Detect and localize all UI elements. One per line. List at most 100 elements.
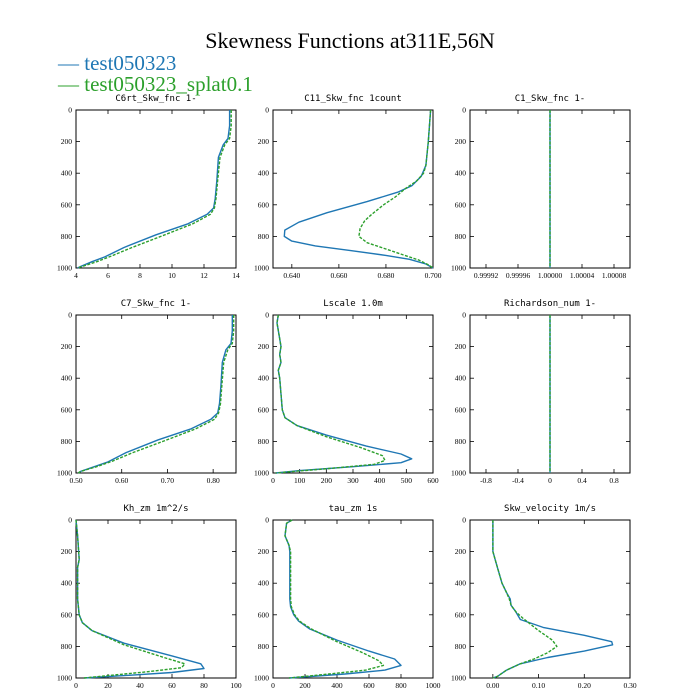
x-tick-label: 80 [200,681,208,690]
y-tick-label: 400 [258,579,270,588]
x-tick-label: 600 [427,476,439,485]
panel-title: Kh_zm 1m^2/s [123,504,188,514]
x-tick-label: 0.50 [69,476,82,485]
series-line-test050323-splat [77,110,232,269]
y-tick-label: 200 [258,342,270,351]
y-tick-label: 0 [462,516,466,525]
y-tick-label: 400 [61,169,73,178]
legend-label: test050323 [84,51,177,75]
x-tick-label: 0.99996 [506,271,531,280]
y-tick-label: 600 [455,200,467,209]
panel-title: C11_Skw_fnc 1count [304,94,402,104]
y-tick-label: 800 [61,437,73,446]
y-tick-label: 0 [265,106,269,115]
series-line-test050323-splat [358,109,434,269]
figure-title: Skewness Functions at311E,56N [205,28,495,53]
x-tick-label: 0.660 [330,271,347,280]
y-tick-label: 600 [258,610,270,619]
series-line-test050323-splat [284,519,385,679]
panel-title: C6rt_Skw_fnc 1- [115,94,196,104]
y-tick-label: 0 [462,106,466,115]
y-tick-label: 1000 [254,469,269,478]
x-tick-label: 200 [299,681,311,690]
panel-title: Skw_velocity 1m/s [504,504,596,514]
plot-frame [75,109,237,269]
y-tick-label: 600 [61,405,73,414]
x-tick-label: 0.640 [283,271,300,280]
legend-entry-test050323-splat: — test050323_splat0.1 [58,72,253,96]
y-tick-label: 600 [61,200,73,209]
y-tick-label: 200 [61,547,73,556]
y-tick-label: 400 [258,169,270,178]
x-tick-label: 400 [331,681,343,690]
y-tick-label: 1000 [451,469,466,478]
x-tick-label: 0.00 [486,681,499,690]
x-tick-label: -0.4 [512,476,524,485]
plot-frame [75,519,237,679]
y-tick-label: 200 [455,547,467,556]
panel-title: Richardson_num 1- [504,299,596,309]
y-tick-label: 1000 [57,264,72,273]
y-tick-label: 800 [455,642,467,651]
x-tick-label: 1000 [426,681,441,690]
x-tick-label: 1.00004 [570,271,595,280]
y-tick-label: 0 [68,311,72,320]
y-tick-label: 800 [258,232,270,241]
panel-3: C7_Skw_fnc 1- 0.50 0.60 0.70 0.80 0 200 400 600 8… [57,299,237,485]
x-tick-label: 1.00000 [538,271,563,280]
legend-label: test050323_splat0.1 [84,72,253,96]
x-tick-label: 200 [321,476,333,485]
x-tick-label: 4 [74,271,78,280]
x-tick-label: 0.4 [577,476,587,485]
plot-frame [469,519,631,679]
y-tick-label: 200 [61,342,73,351]
panel-7: tau_zm 1s0 200 400 600 800 100002004006008001… [254,504,441,690]
x-tick-label: 100 [230,681,242,690]
y-tick-label: 1000 [57,469,72,478]
y-tick-label: 400 [455,579,467,588]
y-tick-label: 1000 [57,674,72,683]
y-tick-label: 200 [61,137,73,146]
series-line-test050323-splat [75,519,186,679]
y-tick-label: 400 [61,374,73,383]
y-tick-label: 1000 [451,264,466,273]
legend-entry-test050323: — test050323 [58,51,177,75]
panel-6: Kh_zm 1m^2/s0 20 40 60 80 1000200400600800100… [57,504,242,690]
x-tick-label: 20 [104,681,112,690]
series-line-test050323 [492,520,614,679]
x-tick-label: 500 [401,476,413,485]
series-line-test050323 [275,314,413,474]
y-tick-label: 600 [258,405,270,414]
y-tick-label: 0 [68,516,72,525]
x-tick-label: 0.680 [378,271,395,280]
x-tick-label: 0.8 [609,476,619,485]
x-tick-label: 0.80 [207,476,220,485]
x-tick-label: 6 [106,271,110,280]
x-tick-label: 0.20 [578,681,591,690]
panel-title: tau_zm 1s [329,504,378,514]
series-line-test050323-splat [77,315,235,474]
series-line-test050323-splat [492,520,558,679]
y-tick-label: 800 [455,437,467,446]
y-tick-label: 600 [455,405,467,414]
y-tick-label: 0 [462,311,466,320]
y-tick-label: 600 [258,200,270,209]
y-tick-label: 400 [61,579,73,588]
y-tick-label: 0 [68,106,72,115]
y-tick-label: 400 [258,374,270,383]
y-tick-label: 200 [258,137,270,146]
x-tick-label: 0.99992 [474,271,499,280]
y-tick-label: 0 [265,516,269,525]
series-line-test050323-splat [275,314,386,474]
panel-2: C1_Skw_fnc 1- 0.99992 0.99996 1.00000 1.0000… [451,94,631,280]
y-tick-label: 600 [455,610,467,619]
y-tick-label: 800 [258,437,270,446]
x-tick-label: 300 [347,476,359,485]
x-tick-label: 100 [294,476,306,485]
plot-frame [272,314,434,474]
x-tick-label: -0.8 [480,476,492,485]
panel-1: C11_Skw_fnc 1count 0.640 0.660 0.680 0.700 0 2… [254,94,442,280]
y-tick-label: 400 [455,169,467,178]
y-tick-label: 200 [455,342,467,351]
